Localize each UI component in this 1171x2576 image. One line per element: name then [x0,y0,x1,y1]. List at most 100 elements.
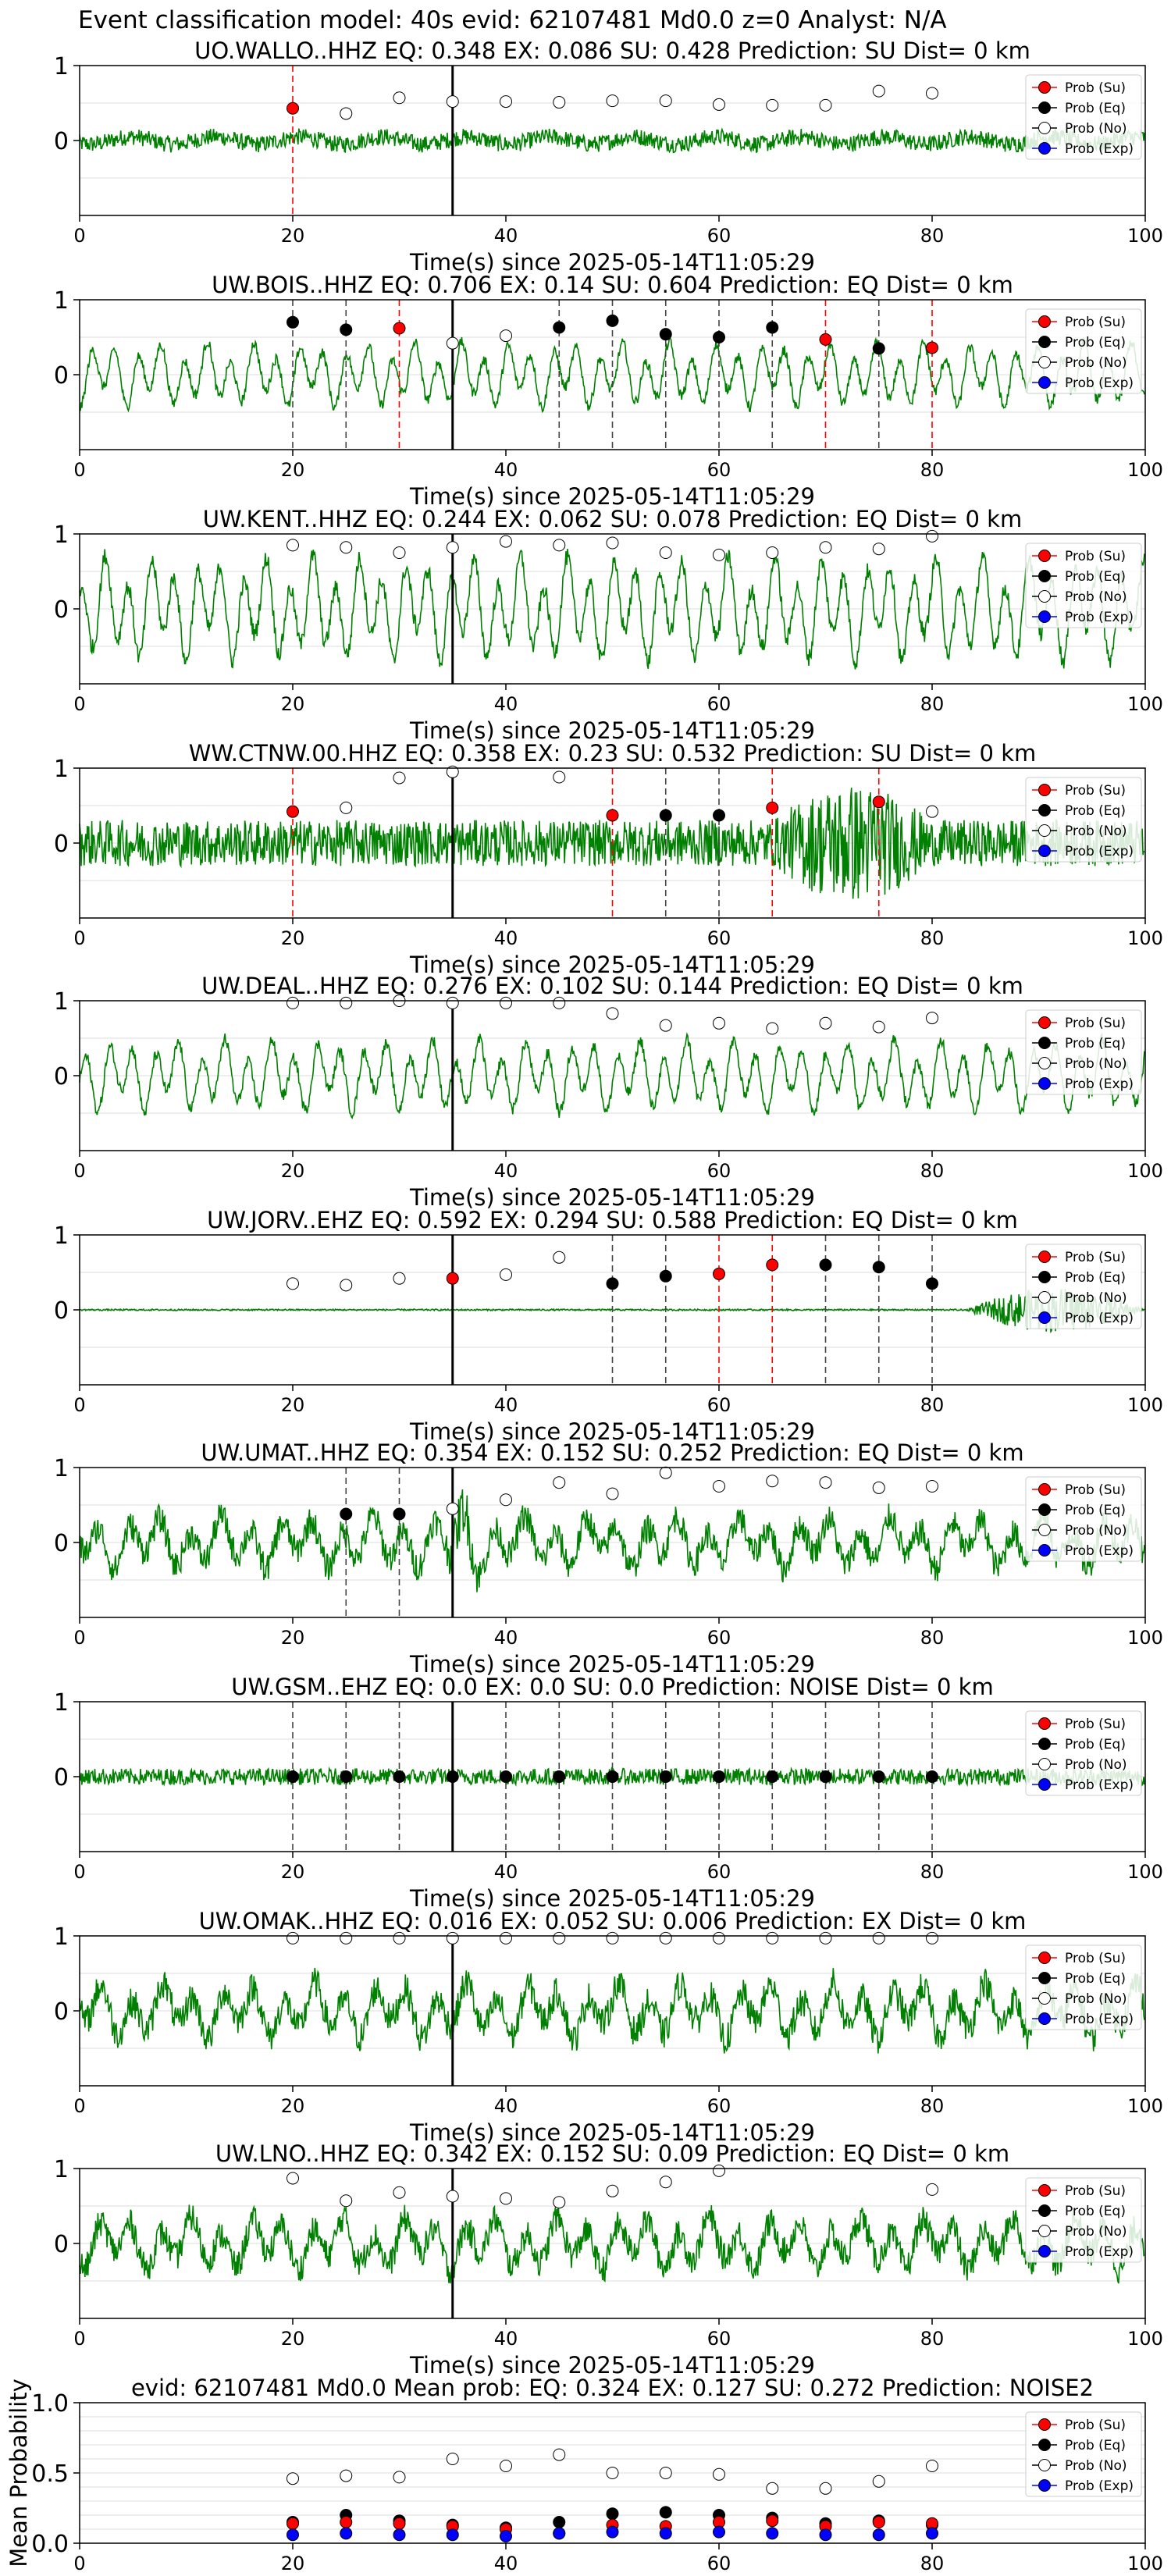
legend-label: Prob (Su) [1065,783,1126,799]
prob-marker-eq [446,1770,459,1783]
prob-marker-eq [340,323,353,336]
prob-marker-su [393,322,406,335]
prob-marker-no [659,1019,672,1032]
x-tick-label: 80 [920,2328,945,2350]
mean-marker-no [766,2482,779,2495]
mean-marker-su [393,2517,406,2530]
y-tick-label: 1 [54,1222,69,1250]
prob-marker-eq [340,1770,353,1783]
legend-marker-exp [1038,610,1051,623]
legend-label: Prob (Su) [1065,1482,1126,1498]
prob-marker-eq [287,315,299,329]
y-tick-label: 0.5 [31,2460,69,2488]
prob-marker-no [713,1931,725,1944]
x-tick-label: 80 [920,225,945,247]
panel-7: UW.GSM..EHZ EQ: 0.0 EX: 0.0 SU: 0.0 Pred… [54,1674,1163,1912]
x-tick-label: 40 [494,1394,518,1416]
legend-marker-no [1038,2225,1051,2237]
prob-marker-su [819,333,832,346]
prob-marker-no [659,94,672,108]
prob-marker-eq [553,1770,566,1783]
x-tick-label: 80 [920,459,945,481]
prob-marker-su [287,101,299,115]
x-tick-label: 100 [1127,459,1163,481]
x-tick-label: 20 [281,693,305,715]
prob-marker-no [659,546,672,559]
prob-marker-no [659,1466,672,1479]
prob-marker-no [446,996,459,1009]
prob-marker-no [713,1016,725,1030]
legend-marker-su [1038,550,1051,562]
prob-marker-eq [872,1770,885,1783]
panel-title: UW.KENT..HHZ EQ: 0.244 EX: 0.062 SU: 0.0… [203,506,1022,532]
prob-marker-su [872,795,885,809]
panel-5: UW.JORV..EHZ EQ: 0.592 EX: 0.294 SU: 0.5… [54,1207,1163,1445]
y-tick-label: 0 [54,2231,69,2258]
legend-marker-no [1038,2459,1051,2471]
legend-marker-no [1038,1057,1051,1069]
prob-marker-no [446,336,459,350]
legend-marker-eq [1038,1271,1051,1283]
prob-marker-no [713,548,725,561]
legend-marker-eq [1038,1503,1051,1516]
legend-label: Prob (Exp) [1065,1311,1134,1326]
legend-label: Prob (Su) [1065,1951,1126,1966]
prob-marker-eq [819,1770,832,1783]
legend-marker-no [1038,1524,1051,1536]
prob-marker-no [500,1493,512,1507]
x-tick-label: 0 [73,1394,85,1416]
legend-label: Prob (Su) [1065,1016,1126,1031]
prob-marker-no [340,996,353,1009]
mean-marker-su [872,2516,885,2528]
panel-title: UW.DEAL..HHZ EQ: 0.276 EX: 0.102 SU: 0.1… [201,973,1023,999]
prob-marker-no [340,2194,353,2208]
legend-label: Prob (Eq) [1065,1971,1126,1987]
mean-marker-su [340,2516,353,2528]
legend-label: Prob (No) [1065,2224,1127,2240]
prob-marker-no [393,2186,406,2199]
y-tick-label: 1 [54,988,69,1016]
prob-marker-no [287,1277,299,1290]
x-tick-label: 100 [1127,1861,1163,1883]
prob-marker-eq [659,1770,672,1783]
prob-marker-su [766,801,779,814]
x-tick-label: 100 [1127,2095,1163,2117]
mean-marker-no [553,2448,566,2461]
mean-marker-eq [553,2516,566,2528]
prob-marker-no [926,1480,938,1493]
seismic-trace [79,1967,1145,2054]
x-tick-label: 20 [281,927,305,949]
mean-marker-no [287,2472,299,2485]
seismic-trace [79,1032,1145,1119]
prob-marker-no [713,1480,725,1493]
legend-label: Prob (Exp) [1065,610,1134,625]
prob-marker-no [393,91,406,105]
seismic-trace [79,1489,1145,1592]
legend-box [1025,2411,1142,2497]
prob-marker-no [872,1481,885,1494]
x-tick-label: 60 [707,2553,731,2574]
y-tick-label: 0 [54,596,69,624]
y-axis-label: Mean Probability [5,2379,32,2567]
prob-marker-no [340,107,353,120]
legend-marker-no [1038,1992,1051,2005]
legend-label: Prob (Exp) [1065,2244,1134,2260]
prob-marker-no [287,996,299,1009]
legend-label: Prob (Su) [1065,1250,1126,1265]
legend-label: Prob (Exp) [1065,2012,1134,2027]
legend-marker-su [1038,1717,1051,1730]
legend-marker-no [1038,1758,1051,1770]
prob-marker-eq [766,1770,779,1783]
mean-marker-su [766,2514,779,2528]
x-axis-label: Time(s) since 2025-05-14T11:05:29 [409,952,815,978]
mean-marker-no [713,2467,725,2481]
x-tick-label: 100 [1127,927,1163,949]
mean-marker-no [606,2467,619,2479]
x-tick-label: 0 [73,1861,85,1883]
x-tick-label: 60 [707,693,731,715]
x-tick-label: 100 [1127,1394,1163,1416]
figure-title: Event classification model: 40s evid: 62… [78,6,947,34]
legend-marker-no [1038,590,1051,603]
panel-title: UW.BOIS..HHZ EQ: 0.706 EX: 0.14 SU: 0.60… [212,272,1013,298]
x-tick-label: 20 [281,2095,305,2117]
